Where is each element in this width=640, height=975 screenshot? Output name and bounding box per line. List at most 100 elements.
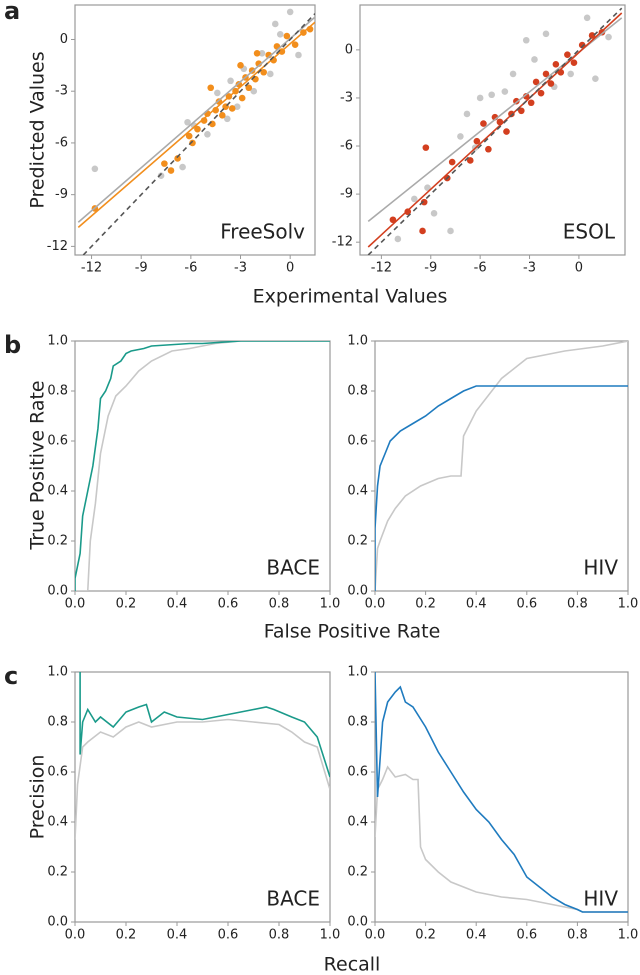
point [291, 41, 299, 48]
x-tick-label: -9 [135, 261, 148, 276]
x-tick-label: -3 [234, 261, 247, 276]
x-tick-label: 0.8 [269, 597, 290, 612]
panel: 0.0 0.2 0.4 0.6 0.8 1.0 0.0 0.2 0.4 0.6 0.8 1.0 BACE… [4, 662, 380, 975]
plot-frame [74, 4, 316, 256]
point [157, 172, 165, 179]
x-tick-label: 0.6 [516, 597, 537, 612]
plot-frame [374, 671, 629, 923]
y-tick-label: 1.0 [347, 334, 368, 349]
y-tick-label: 0.8 [347, 384, 368, 399]
x-tick-label: -6 [184, 261, 197, 276]
line [82, 13, 315, 255]
x-axis-label: Experimental Values [253, 286, 448, 308]
point [420, 198, 428, 206]
x-tick-label: 0.0 [365, 597, 386, 612]
y-tick-label: 0.6 [347, 765, 368, 780]
point [276, 31, 284, 38]
y-tick-label: -6 [55, 135, 68, 150]
panel-label: b [4, 331, 21, 359]
y-tick-label: 0.6 [47, 765, 68, 780]
point [592, 75, 599, 83]
x-tick-label: 0.6 [218, 928, 239, 943]
point [547, 80, 555, 87]
x-tick-label: -6 [474, 261, 487, 276]
point [185, 132, 193, 140]
point [542, 30, 550, 38]
y-tick-label: 0.2 [47, 534, 68, 549]
y-tick-label: 0.8 [47, 384, 68, 399]
x-tick-label: 0.8 [269, 928, 290, 943]
x-tick-label: 0.8 [567, 928, 588, 943]
point [238, 94, 246, 102]
point [184, 118, 191, 126]
y-tick-label: 0.6 [47, 434, 68, 449]
x-tick-label: 0.0 [65, 597, 86, 612]
panel-label: a [4, 0, 20, 25]
x-tick-label: 0 [286, 261, 294, 276]
y-tick-label: -12 [47, 239, 68, 254]
point [161, 160, 168, 167]
plot-area [375, 341, 628, 591]
plot-frame [359, 4, 626, 256]
x-tick-label: -9 [424, 261, 437, 276]
line [79, 672, 330, 778]
x-axis-label: Recall [324, 954, 381, 975]
line [75, 341, 330, 591]
point [228, 105, 236, 112]
point [219, 112, 226, 119]
point [179, 163, 186, 171]
y-tick-label: 1.0 [347, 665, 368, 680]
annotation: HIV [583, 556, 618, 580]
point [394, 235, 402, 243]
point [588, 32, 596, 39]
point [476, 94, 484, 102]
point [245, 84, 253, 92]
point [564, 51, 571, 58]
y-tick-label: 0.0 [47, 584, 68, 599]
y-tick-label: 1.0 [47, 665, 68, 680]
x-tick-label: 0.6 [218, 597, 239, 612]
x-tick-label: 0.4 [167, 928, 188, 943]
point [194, 125, 201, 133]
panel: -12 -9 -6 -3 0 -12 -9 -6 -3 0 ESOL [332, 4, 626, 276]
x-tick-label: -12 [371, 261, 392, 276]
y-tick-label: 0.8 [347, 715, 368, 730]
annotation: ESOL [563, 220, 616, 244]
y-tick-label: 1.0 [47, 334, 68, 349]
point [267, 70, 274, 78]
point [567, 70, 574, 78]
line [75, 718, 330, 840]
y-tick-label: -12 [332, 235, 353, 250]
annotation: BACE [266, 887, 320, 911]
line [375, 765, 628, 913]
y-tick-label: 0 [345, 42, 353, 57]
x-axis-label: False Positive Rate [264, 621, 441, 643]
point [286, 8, 294, 16]
line [367, 12, 623, 248]
y-tick-label: 0.4 [347, 484, 368, 499]
point [430, 210, 438, 217]
x-tick-label: 0.6 [516, 928, 537, 943]
plot-area [75, 341, 330, 591]
plot-area [367, 7, 623, 255]
point [480, 120, 487, 127]
y-tick-label: 0.0 [347, 584, 368, 599]
annotation: HIV [583, 887, 618, 911]
point [271, 20, 279, 28]
y-axis-label: Predicted Values [27, 51, 49, 208]
point [189, 139, 196, 147]
point [501, 88, 509, 95]
y-tick-label: 0.4 [47, 815, 68, 830]
x-tick-label: 0.8 [567, 597, 588, 612]
y-tick-label: -9 [340, 187, 353, 202]
line [77, 21, 315, 229]
point [204, 131, 211, 138]
point [233, 103, 241, 111]
point [473, 137, 481, 145]
x-tick-label: 0.0 [365, 928, 386, 943]
y-axis-label: True Positive Rate [27, 380, 49, 550]
point [542, 70, 550, 78]
point [447, 227, 454, 235]
y-tick-label: 0.2 [347, 534, 368, 549]
panel: 0.0 0.2 0.4 0.6 0.8 1.0 0.0 0.2 0.4 0.6 0.8 1.0 BACE… [4, 331, 440, 643]
